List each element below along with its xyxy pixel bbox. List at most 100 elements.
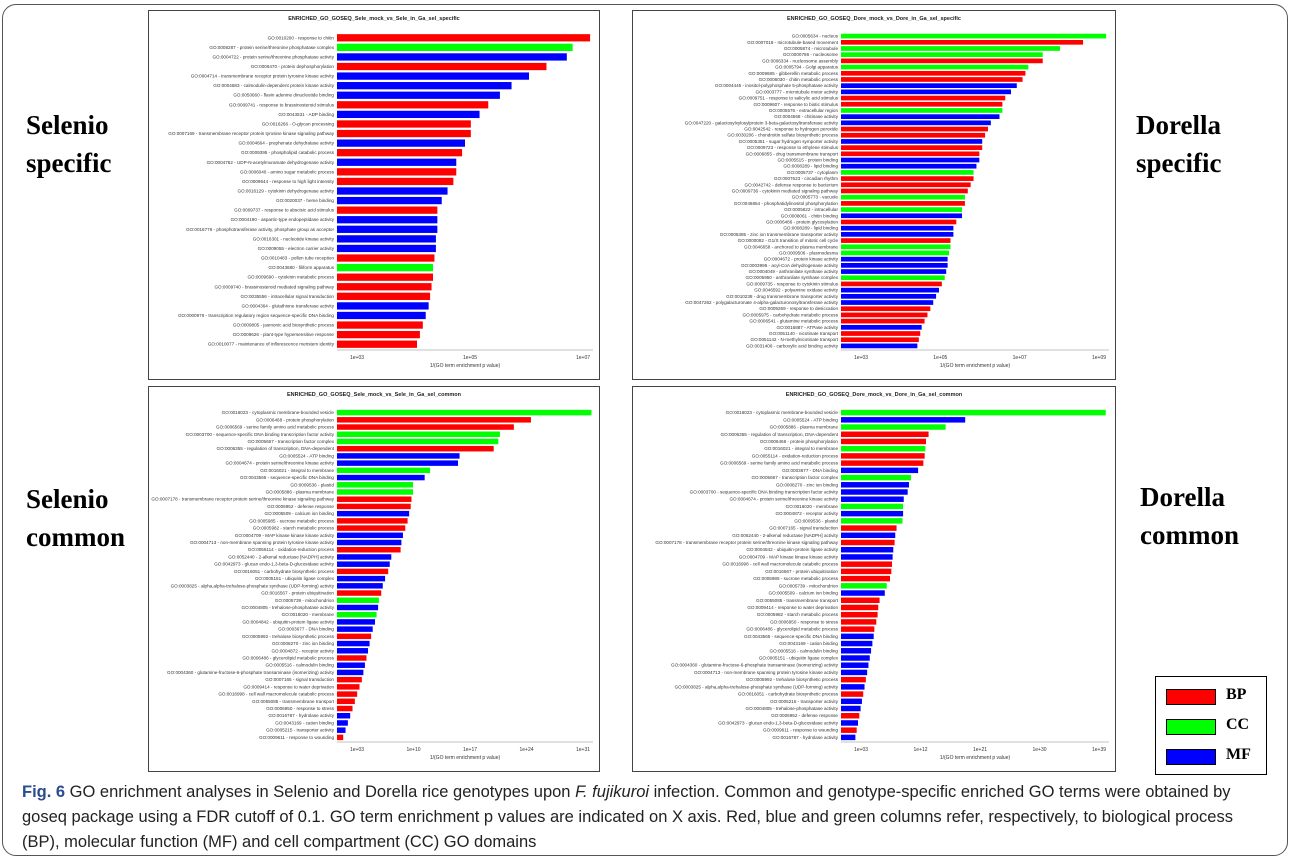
bar-bp <box>841 132 986 138</box>
bar-mf <box>841 532 896 539</box>
category-label: GO:0009269 - response to desiccation <box>759 306 838 311</box>
bar-mf <box>337 91 500 99</box>
bar-cc <box>841 194 965 200</box>
bar-bp <box>337 590 382 596</box>
category-label: GO:0006950 - response to stress <box>266 706 335 711</box>
category-label: GO:0004709 - MAP kinase kinase kinase ac… <box>235 533 335 538</box>
bar-cc <box>841 503 904 510</box>
category-label: GO:0004445 - inositol-polyphosphate 5-ph… <box>715 83 839 88</box>
category-label: GO:0016051 - carbohydrate biosynthetic p… <box>738 692 839 697</box>
bar-mf <box>337 53 567 61</box>
dorella-common-label: Dorella common <box>1140 482 1239 550</box>
bar-bp <box>841 70 1026 76</box>
category-label: GO:0000976 - transcription regulatory re… <box>178 313 334 318</box>
bar-bp <box>337 525 406 531</box>
category-label: GO:0008289 - lipid binding <box>783 164 838 169</box>
chart-title: ENRICHED_GO_GOSEQ_Sele_mock_vs_Sele_in_G… <box>288 16 460 22</box>
category-label: GO:0007623 - circadian rhythm <box>774 176 838 181</box>
bar-mf <box>841 114 1000 120</box>
x-axis-label: 1/(GO term enrichment p value) <box>940 363 1011 369</box>
selenio-common-chart: ENRICHED_GO_GOSEQ_Sele_mock_vs_Sele_in_G… <box>148 386 600 772</box>
category-label: GO:0008270 - zinc ion binding <box>272 641 335 646</box>
category-label: GO:0004713 - non-membrane spanning prote… <box>694 670 839 675</box>
bar-mf <box>841 734 856 741</box>
bar-mf <box>841 640 873 647</box>
bar-bp <box>841 201 965 206</box>
bar-cc <box>337 597 379 604</box>
category-label: GO:0009736 - cytokinin mediated signalin… <box>732 189 839 194</box>
category-label: GO:0003677 - DNA binding <box>278 627 334 632</box>
bar-cc <box>841 445 926 452</box>
legend-item-mf: MF <box>1166 745 1266 767</box>
bar-bp <box>337 149 463 157</box>
category-label: GO:0006468 - protein phosphorylation <box>256 417 335 422</box>
category-label: GO:0007018 - microtubule-based movement <box>747 40 839 45</box>
bar-bp <box>337 676 362 683</box>
bar-bp <box>841 604 879 611</box>
category-label: GO:0043531 - ADP binding <box>278 112 334 117</box>
bar-mf <box>337 453 460 459</box>
category-label: GO:0009805 - jasmonic acid biosynthetic … <box>233 323 335 328</box>
bar-mf <box>337 532 403 539</box>
bar-mf <box>841 662 869 668</box>
category-label: GO:0042542 - response to hydrogen peroxi… <box>744 127 838 132</box>
x-tick-label: 1e+03 <box>350 355 364 361</box>
bar-bp <box>841 318 925 324</box>
bar-bp <box>841 39 1084 45</box>
bar-mf <box>841 554 893 560</box>
category-label: GO:0009740 - brassinosteroid mediated si… <box>214 284 334 289</box>
bar-cc <box>337 438 499 445</box>
category-label: GO:0005992 - trehalose biosynthetic proc… <box>242 634 335 639</box>
chart-svg: ENRICHED_GO_GOSEQ_Sele_mock_vs_Sele_in_G… <box>168 16 593 369</box>
bar-bp <box>841 597 880 604</box>
bar-bp <box>337 283 432 291</box>
category-label: GO:0004872 - receptor activity <box>271 648 334 653</box>
bar-mf <box>337 72 529 80</box>
bar-bp <box>337 568 389 575</box>
bar-mf <box>337 712 351 719</box>
category-label: GO:0006569 - serine family amino acid me… <box>720 461 839 466</box>
category-label: GO:0009626 - plant-type hypersensitive r… <box>233 332 335 337</box>
category-label: GO:0006355 - regulation of transcription… <box>217 446 335 451</box>
bar-mf <box>841 300 934 305</box>
bar-mf <box>337 554 392 560</box>
x-axis-label: 1/(GO term enrichment p value) <box>430 363 501 369</box>
category-label: GO:0007165 - signal transduction <box>769 526 838 531</box>
category-label: GO:0006040 - amino sugar metabolic proce… <box>240 169 335 174</box>
legend-swatch-mf <box>1166 749 1216 765</box>
bar-mf <box>841 720 858 726</box>
bar-mf <box>841 510 904 517</box>
dorella-specific-label: Dorella specific <box>1136 110 1222 178</box>
bar-cc <box>841 52 1043 58</box>
category-label: GO:0016776 - phosphotransferase activity… <box>186 227 334 232</box>
bar-bp <box>841 145 983 150</box>
bar-bp <box>841 238 951 243</box>
bar-cc <box>337 431 500 438</box>
category-label: GO:0005874 - microtubule <box>784 46 839 51</box>
category-label: GO:0004360 - glutamine-fructose-6-phosph… <box>671 663 839 668</box>
category-label: GO:0016051 - carbohydrate biosynthetic p… <box>234 569 335 574</box>
category-label: GO:0006952 - defense response <box>771 713 838 718</box>
category-label: GO:0006952 - defense response <box>267 504 334 509</box>
bar-mf <box>337 225 438 233</box>
category-label: GO:0007178 - transmembrane receptor prot… <box>655 540 838 545</box>
category-label: GO:0007178 - transmembrane receptor prot… <box>151 497 334 502</box>
bar-bp <box>841 151 980 157</box>
bar-mf <box>337 187 448 195</box>
bar-mf <box>337 669 364 676</box>
bar-bp <box>841 438 926 445</box>
x-tick-label: 1e+03 <box>854 747 868 753</box>
x-tick-label: 1e+03 <box>854 355 868 361</box>
category-label: GO:0006950 - response to stress <box>770 619 839 624</box>
bar-cc <box>337 489 414 495</box>
category-label: GO:0005524 - ATP binding <box>783 417 838 422</box>
category-label: GO:0009607 - response to biotic stimulus <box>753 102 838 107</box>
bar-mf <box>337 727 346 733</box>
category-label: GO:0009737 - response to abscisic acid s… <box>234 208 335 213</box>
bar-bp <box>841 525 897 531</box>
category-label: GO:0006486 - glycerolipid metabolic proc… <box>242 656 334 661</box>
bar-bp <box>337 503 411 510</box>
bar-cc <box>841 64 1029 70</box>
category-label: GO:0004568 - chitinase activity <box>774 114 839 119</box>
category-label: GO:0055085 - transmembrane transport <box>756 598 839 603</box>
